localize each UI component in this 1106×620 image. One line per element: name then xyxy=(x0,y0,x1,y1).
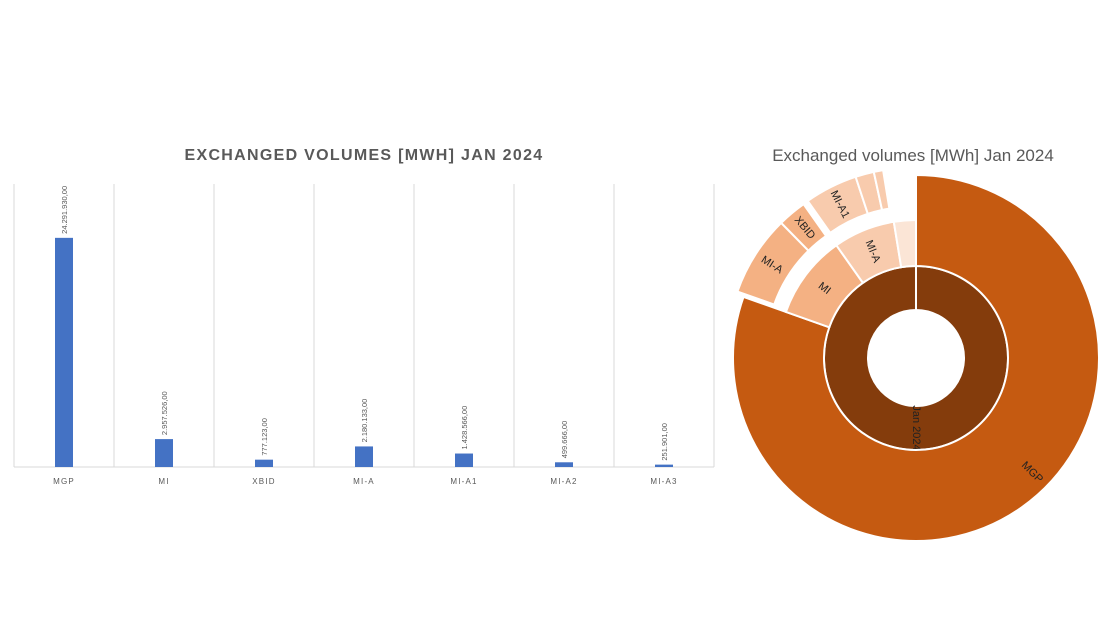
data-label: 24.291.930,00 xyxy=(60,186,69,234)
bar-mgp xyxy=(55,237,73,467)
segment-mi-xbid xyxy=(779,202,828,253)
data-label: 1.428.566,00 xyxy=(460,406,469,450)
x-tick-label: MI-A2 xyxy=(550,477,577,486)
sunburst-chart-title: Exchanged volumes [MWh] Jan 2024 xyxy=(772,146,1054,165)
bar-mi-a1 xyxy=(455,453,473,467)
data-label: 777.123,00 xyxy=(260,418,269,456)
bar-xbid xyxy=(255,459,273,467)
data-label: 499.666,00 xyxy=(560,421,569,459)
bar-mi xyxy=(155,439,173,467)
segment-xbid xyxy=(892,218,917,269)
data-label: 251.901,00 xyxy=(660,423,669,461)
segment-label: MI xyxy=(816,280,833,297)
x-tick-label: MGP xyxy=(53,477,75,486)
bar-mi-a3 xyxy=(655,464,673,467)
bar-mi-a2 xyxy=(555,462,573,467)
segment-mgp xyxy=(732,173,1100,542)
segment-mi-a-mi-a3 xyxy=(872,168,891,212)
bar-chart-title: EXCHANGED VOLUMES [MWH] JAN 2024 xyxy=(184,147,544,164)
root-label: Jan 2024 xyxy=(910,405,922,450)
bar-chart: MGP 24.291.930,00 MI 2.957.526,00 XBID 777.12… xyxy=(13,184,715,486)
data-label: 2.180.133,00 xyxy=(360,399,369,443)
x-tick-label: MI-A1 xyxy=(450,477,477,486)
x-tick-label: MI xyxy=(158,477,169,486)
x-tick-label: MI-A xyxy=(353,477,375,486)
data-label: 2.957.526,00 xyxy=(160,391,169,435)
bar-mi-a xyxy=(355,446,373,467)
x-tick-label: MI-A3 xyxy=(650,477,677,486)
x-tick-label: XBID xyxy=(252,477,275,486)
